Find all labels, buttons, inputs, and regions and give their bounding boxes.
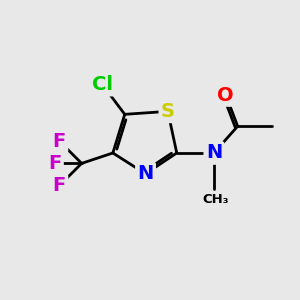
Text: F: F xyxy=(53,176,66,195)
Text: CH₃: CH₃ xyxy=(202,193,229,206)
Text: S: S xyxy=(161,102,175,121)
Text: F: F xyxy=(53,132,66,151)
Text: F: F xyxy=(48,154,62,173)
Text: N: N xyxy=(137,164,154,183)
Text: N: N xyxy=(206,143,222,163)
Text: O: O xyxy=(218,85,234,104)
Text: Cl: Cl xyxy=(92,75,113,94)
